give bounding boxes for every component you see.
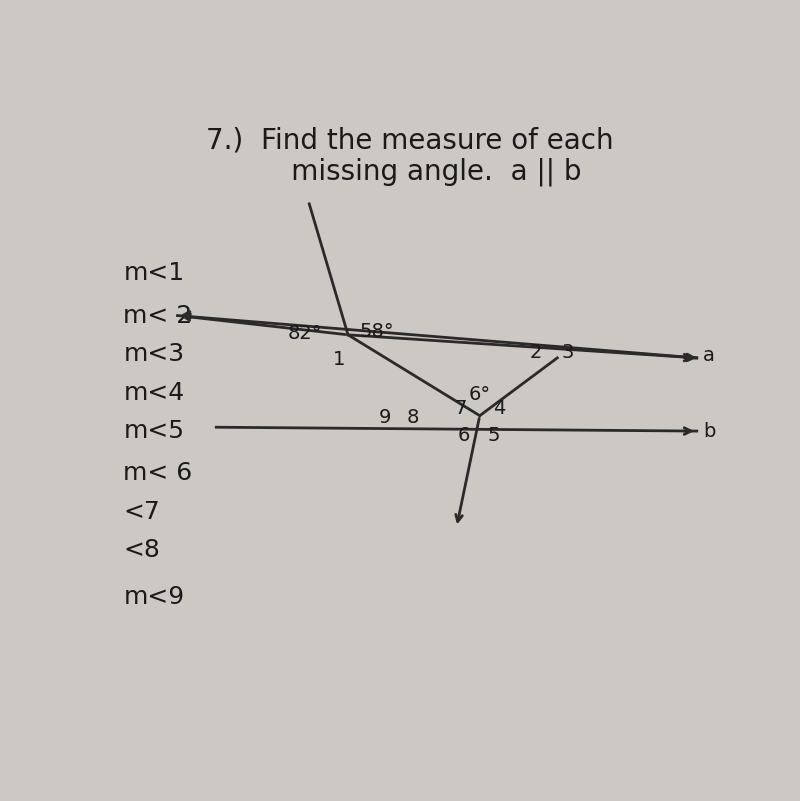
Text: 9: 9 bbox=[378, 409, 390, 428]
Text: 4: 4 bbox=[493, 399, 506, 418]
Text: 2: 2 bbox=[530, 343, 542, 362]
Text: 6°: 6° bbox=[469, 385, 491, 405]
Text: m<4: m<4 bbox=[123, 380, 185, 405]
Text: 8: 8 bbox=[407, 409, 419, 428]
Text: m<9: m<9 bbox=[123, 585, 184, 609]
Text: m<5: m<5 bbox=[123, 419, 184, 443]
Text: a: a bbox=[703, 346, 715, 365]
Text: m< 6: m< 6 bbox=[123, 461, 193, 485]
Text: m<1: m<1 bbox=[123, 261, 184, 285]
Text: 82°: 82° bbox=[288, 324, 322, 343]
Text: 7: 7 bbox=[454, 399, 466, 418]
Text: b: b bbox=[703, 421, 715, 441]
Text: 58°: 58° bbox=[360, 322, 394, 341]
Text: 6: 6 bbox=[458, 425, 470, 445]
Text: 5: 5 bbox=[487, 425, 500, 445]
Text: missing angle.  a || b: missing angle. a || b bbox=[238, 158, 582, 186]
Text: 3: 3 bbox=[562, 343, 574, 362]
Text: m< 2: m< 2 bbox=[123, 304, 193, 328]
Text: <7: <7 bbox=[123, 500, 160, 524]
Text: 1: 1 bbox=[333, 350, 345, 369]
Text: m<3: m<3 bbox=[123, 342, 184, 366]
Text: <8: <8 bbox=[123, 538, 160, 562]
Text: 7.)  Find the measure of each: 7.) Find the measure of each bbox=[206, 127, 614, 155]
